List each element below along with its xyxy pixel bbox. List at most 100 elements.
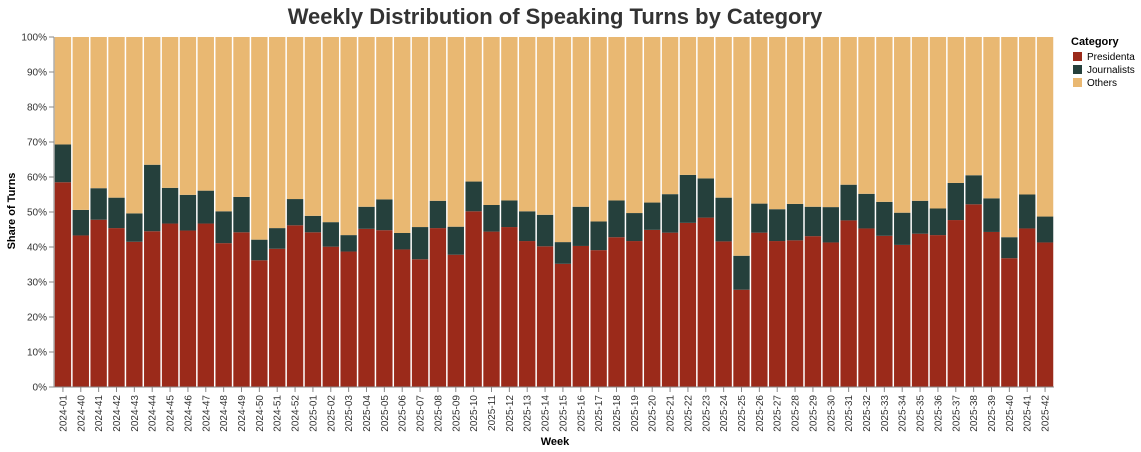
bar-journalists-2025-10 xyxy=(465,181,482,212)
bar-others-2025-09 xyxy=(447,37,464,227)
x-tick-label: 2025-17 xyxy=(594,395,605,432)
bar-others-2025-01 xyxy=(304,37,322,216)
bar-others-2025-13 xyxy=(519,37,536,212)
x-tick-label: 2025-42 xyxy=(1041,395,1052,432)
x-axis-title: Week xyxy=(541,436,570,448)
x-tick-label: 2024-44 xyxy=(148,395,159,432)
x-tick-label: 2024-48 xyxy=(219,395,230,432)
bar-journalists-2024-42 xyxy=(108,197,125,229)
y-tick-label: 30% xyxy=(27,278,47,289)
y-tick-label: 40% xyxy=(27,243,47,254)
bar-presidenta-2025-15 xyxy=(554,263,572,387)
bar-others-2025-23 xyxy=(697,37,714,179)
bar-others-2024-52 xyxy=(286,37,304,200)
bar-presidenta-2025-11 xyxy=(483,231,500,387)
bar-presidenta-2024-49 xyxy=(233,232,250,387)
x-tick-label: 2025-10 xyxy=(469,395,480,432)
bar-journalists-2024-01 xyxy=(54,144,72,183)
bar-others-2025-25 xyxy=(733,37,750,256)
y-axis-title: Share of Turns xyxy=(6,173,18,250)
bar-presidenta-2025-37 xyxy=(947,220,964,387)
bar-presidenta-2025-20 xyxy=(644,229,661,387)
bar-presidenta-2025-26 xyxy=(751,232,768,387)
x-tick-label: 2025-34 xyxy=(898,395,909,432)
bar-presidenta-2025-06 xyxy=(394,249,411,387)
bar-presidenta-2025-09 xyxy=(447,254,464,387)
bar-presidenta-2025-17 xyxy=(590,250,607,387)
bar-others-2025-10 xyxy=(465,37,482,182)
bar-journalists-2024-40 xyxy=(72,209,89,236)
bar-presidenta-2025-40 xyxy=(1001,258,1018,387)
bar-presidenta-2025-19 xyxy=(626,241,643,387)
bar-journalists-2025-42 xyxy=(1036,216,1054,243)
bar-presidenta-2025-39 xyxy=(983,231,1000,387)
bar-others-2024-49 xyxy=(233,37,250,197)
x-tick-label: 2025-33 xyxy=(880,395,891,432)
bar-journalists-2025-37 xyxy=(947,182,964,221)
bar-presidenta-2024-44 xyxy=(144,231,161,387)
bar-journalists-2025-33 xyxy=(876,201,893,236)
bar-presidenta-2025-31 xyxy=(840,220,857,387)
bar-presidenta-2025-18 xyxy=(608,237,625,387)
bar-presidenta-2025-12 xyxy=(501,227,518,387)
x-tick-label: 2025-32 xyxy=(862,395,873,432)
x-tick-label: 2025-09 xyxy=(451,395,462,432)
bar-presidenta-2024-43 xyxy=(126,241,143,387)
bar-others-2025-11 xyxy=(483,37,500,205)
bar-presidenta-2025-21 xyxy=(661,232,679,387)
x-tick-label: 2025-27 xyxy=(773,395,784,432)
x-tick-label: 2025-24 xyxy=(719,395,730,432)
bar-journalists-2025-22 xyxy=(679,174,697,223)
bar-others-2024-42 xyxy=(108,37,125,198)
bar-others-2025-15 xyxy=(554,37,572,243)
chart-title: Weekly Distribution of Speaking Turns by… xyxy=(287,4,823,29)
y-tick-label: 70% xyxy=(27,138,47,149)
bar-journalists-2025-34 xyxy=(894,212,911,245)
bar-presidenta-2024-50 xyxy=(251,260,268,387)
bar-presidenta-2025-32 xyxy=(858,228,875,387)
bar-journalists-2024-43 xyxy=(126,213,143,242)
bar-others-2025-07 xyxy=(411,37,429,228)
bar-others-2025-28 xyxy=(786,37,804,204)
bar-others-2024-44 xyxy=(144,37,161,165)
x-tick-label: 2025-14 xyxy=(541,395,552,432)
bar-others-2025-14 xyxy=(536,37,554,215)
y-tick-label: 80% xyxy=(27,103,47,114)
bar-presidenta-2025-30 xyxy=(822,242,839,387)
bar-presidenta-2025-07 xyxy=(411,259,429,387)
bar-others-2025-17 xyxy=(590,37,607,222)
x-tick-label: 2025-02 xyxy=(326,395,337,432)
x-tick-label: 2024-52 xyxy=(291,395,302,432)
x-tick-label: 2025-28 xyxy=(791,395,802,432)
bar-others-2024-40 xyxy=(72,37,89,210)
bar-others-2025-40 xyxy=(1001,37,1018,238)
bar-others-2025-29 xyxy=(804,37,822,207)
bar-journalists-2025-17 xyxy=(590,221,607,251)
x-tick-label: 2024-40 xyxy=(76,395,87,432)
bar-others-2025-06 xyxy=(394,37,411,233)
bar-others-2025-31 xyxy=(840,37,857,185)
bar-others-2025-35 xyxy=(911,37,929,201)
bar-journalists-2025-09 xyxy=(447,226,464,255)
bar-presidenta-2025-28 xyxy=(786,240,804,387)
y-axis: 0% 10% 20% 30% 40% 50% 60% 70% 80% 90% 100% xyxy=(21,33,55,394)
x-tick-label: 2024-50 xyxy=(255,395,266,432)
bar-journalists-2025-04 xyxy=(358,206,375,229)
bar-journalists-2025-08 xyxy=(429,200,447,229)
bar-presidenta-2025-14 xyxy=(536,246,554,387)
x-tick-label: 2025-40 xyxy=(1005,395,1016,432)
x-tick-label: 2024-42 xyxy=(112,395,123,432)
bar-presidenta-2025-08 xyxy=(429,228,447,387)
bar-others-2025-33 xyxy=(876,37,893,202)
bar-journalists-2025-19 xyxy=(626,213,643,242)
x-tick-label: 2024-47 xyxy=(201,395,212,432)
bar-presidenta-2025-22 xyxy=(679,222,697,387)
bar-others-2025-41 xyxy=(1019,37,1036,195)
bar-presidenta-2024-46 xyxy=(179,230,197,387)
x-tick-label: 2025-20 xyxy=(648,395,659,432)
x-tick-label: 2025-19 xyxy=(630,395,641,432)
x-tick-label: 2024-51 xyxy=(273,395,284,432)
x-tick-label: 2025-41 xyxy=(1023,395,1034,432)
bar-journalists-2025-31 xyxy=(840,184,857,221)
